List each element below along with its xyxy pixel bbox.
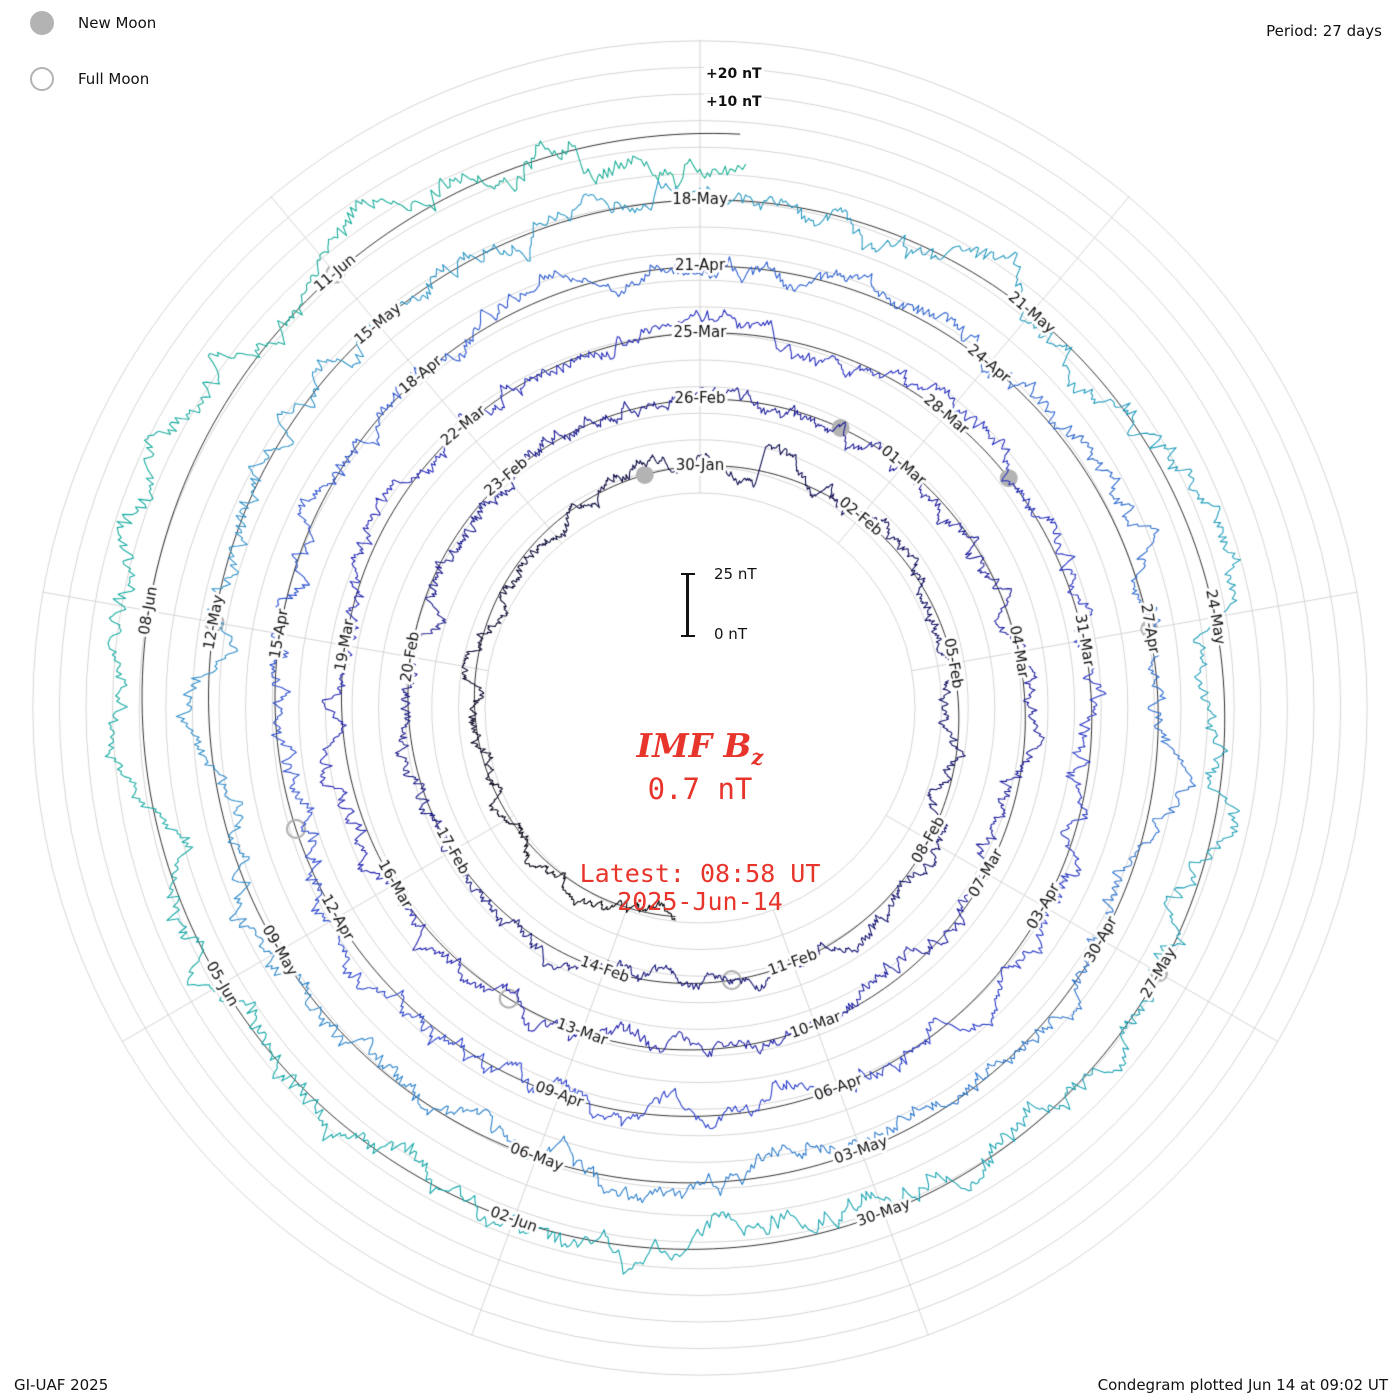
condegram-canvas (0, 0, 1400, 1400)
